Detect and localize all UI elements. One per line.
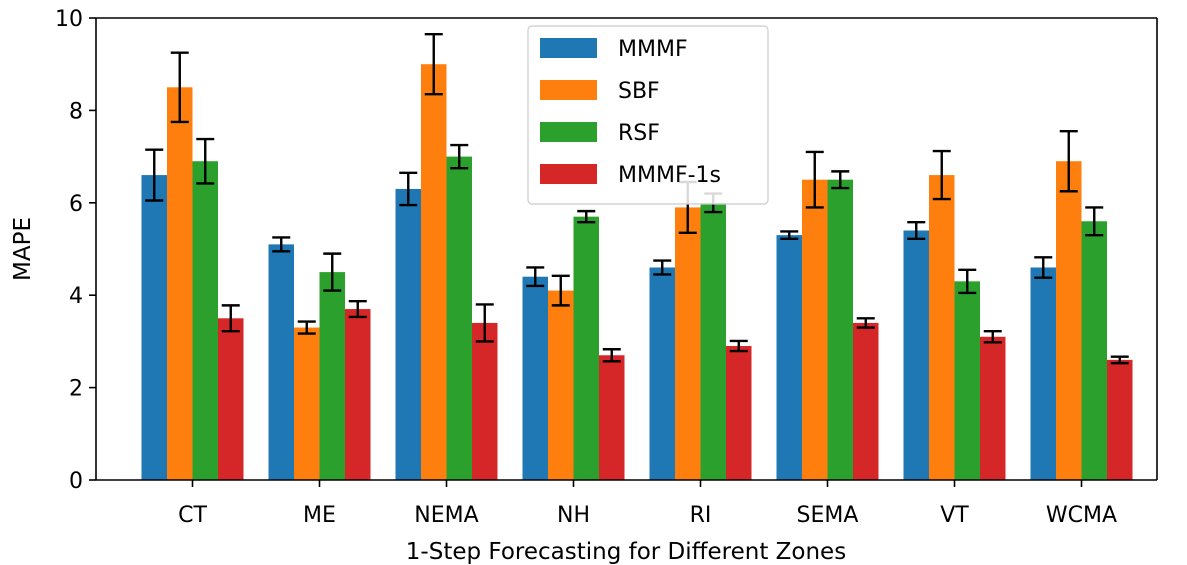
x-tick-label: NEMA xyxy=(414,503,478,528)
legend-swatch-rsf xyxy=(540,122,597,142)
error-bar-mmmf-me xyxy=(272,236,291,253)
error-bar-mmmf-vt xyxy=(907,221,926,241)
error-bar-rsf-nema xyxy=(450,143,469,170)
bar-sbf-nema xyxy=(421,64,447,480)
x-tick-label: CT xyxy=(178,503,207,528)
bar-mmmf-1s-sema xyxy=(853,322,879,480)
y-tick-label: 8 xyxy=(69,99,83,124)
legend: MMMF SBF RSF MMMF-1s xyxy=(527,25,769,205)
bar-mmmf-1s-wcma xyxy=(1107,359,1133,480)
bar-rsf-vt xyxy=(954,281,980,480)
x-tick-label: RI xyxy=(690,503,712,528)
x-tick-label: NH xyxy=(557,503,590,528)
x-tick-label: SEMA xyxy=(797,503,859,528)
bar-mmmf-me xyxy=(268,244,294,480)
x-tick-label: ME xyxy=(303,503,336,528)
error-bar-mmmf-1s-me xyxy=(348,300,367,319)
legend-label-mmmf: MMMF xyxy=(618,37,688,62)
error-bar-sbf-wcma xyxy=(1059,129,1078,193)
y-tick-label: 10 xyxy=(55,7,83,32)
error-bar-mmmf-1s-sema xyxy=(856,317,875,329)
error-bar-rsf-nh xyxy=(577,209,596,224)
error-bar-rsf-vt xyxy=(958,268,977,295)
legend-swatch-mmmf xyxy=(540,38,597,58)
bar-mmmf-ri xyxy=(649,267,675,480)
error-bar-mmmf-nema xyxy=(399,171,418,207)
axes xyxy=(95,17,1158,481)
bar-sbf-nh xyxy=(548,290,574,480)
bars-layer xyxy=(141,64,1133,481)
y-tick-label: 6 xyxy=(69,192,83,217)
error-bar-rsf-me xyxy=(323,252,342,292)
legend-label-mmmf-1s: MMMF-1s xyxy=(618,163,721,188)
y-tick-label: 2 xyxy=(69,377,83,402)
bar-mmmf-nema xyxy=(395,188,421,480)
bar-mmmf-sema xyxy=(776,235,802,480)
error-bar-sbf-sema xyxy=(805,150,824,209)
x-ticks: CT ME NEMA NH RI SEMA VT WCMA xyxy=(178,480,1117,528)
bar-mmmf-wcma xyxy=(1030,267,1056,480)
error-bar-rsf-wcma xyxy=(1085,206,1104,237)
y-tick-label: 4 xyxy=(69,284,83,309)
error-bar-rsf-sema xyxy=(831,170,850,190)
error-bar-mmmf-ri xyxy=(653,259,672,276)
bar-mmmf-1s-ri xyxy=(726,346,752,480)
x-tick-label: VT xyxy=(940,503,969,528)
error-bar-mmmf-1s-nh xyxy=(602,348,621,363)
bar-rsf-ct xyxy=(192,161,218,480)
error-bar-mmmf-1s-vt xyxy=(983,330,1002,344)
error-bar-mmmf-1s-ri xyxy=(729,339,748,353)
bar-rsf-nh xyxy=(573,216,599,480)
error-bar-mmmf-1s-wcma xyxy=(1110,355,1129,365)
legend-label-sbf: SBF xyxy=(618,79,660,104)
error-bar-sbf-me xyxy=(297,320,316,335)
bar-mmmf-1s-vt xyxy=(980,336,1006,480)
error-bar-mmmf-sema xyxy=(780,230,799,241)
error-bar-mmmf-nh xyxy=(526,266,545,288)
error-bar-rsf-ct xyxy=(196,137,215,185)
error-bar-sbf-nema xyxy=(424,32,443,96)
legend-label-rsf: RSF xyxy=(618,121,660,146)
bar-rsf-ri xyxy=(700,202,726,481)
legend-frame xyxy=(527,25,769,205)
error-bar-sbf-vt xyxy=(932,149,951,201)
x-axis-label: 1-Step Forecasting for Different Zones xyxy=(406,539,846,565)
y-tick-label: 0 xyxy=(69,469,83,494)
bar-mmmf-vt xyxy=(903,230,929,480)
bar-mmmf-1s-me xyxy=(345,309,371,480)
y-axis-label: MAPE xyxy=(10,217,36,281)
error-bar-sbf-ct xyxy=(170,51,189,124)
legend-swatch-mmmf-1s xyxy=(540,164,597,184)
bar-mmmf-ct xyxy=(141,175,167,480)
error-bar-mmmf-wcma xyxy=(1034,256,1053,279)
x-tick-label: WCMA xyxy=(1046,503,1117,528)
y-ticks: 0 2 4 6 8 10 xyxy=(55,7,96,494)
error-bar-mmmf-1s-ct xyxy=(221,304,240,333)
bar-sbf-me xyxy=(294,327,320,480)
error-bar-sbf-nh xyxy=(551,274,570,307)
bar-sbf-vt xyxy=(929,175,955,480)
bar-rsf-wcma xyxy=(1081,221,1107,480)
bar-mmmf-nh xyxy=(522,276,548,480)
bar-mmmf-1s-nema xyxy=(472,322,498,480)
bar-sbf-ct xyxy=(167,87,193,481)
bar-sbf-ri xyxy=(675,207,701,481)
legend-swatch-sbf xyxy=(540,80,597,100)
error-bar-mmmf-ct xyxy=(145,148,164,202)
bar-mmmf-1s-nh xyxy=(599,355,625,480)
bar-sbf-sema xyxy=(802,179,828,480)
bar-rsf-me xyxy=(319,272,345,480)
bar-rsf-sema xyxy=(827,179,853,480)
error-bar-mmmf-1s-nema xyxy=(475,303,494,343)
bar-mmmf-1s-ct xyxy=(218,318,244,480)
bar-rsf-nema xyxy=(446,156,472,480)
bar-sbf-wcma xyxy=(1056,161,1082,480)
